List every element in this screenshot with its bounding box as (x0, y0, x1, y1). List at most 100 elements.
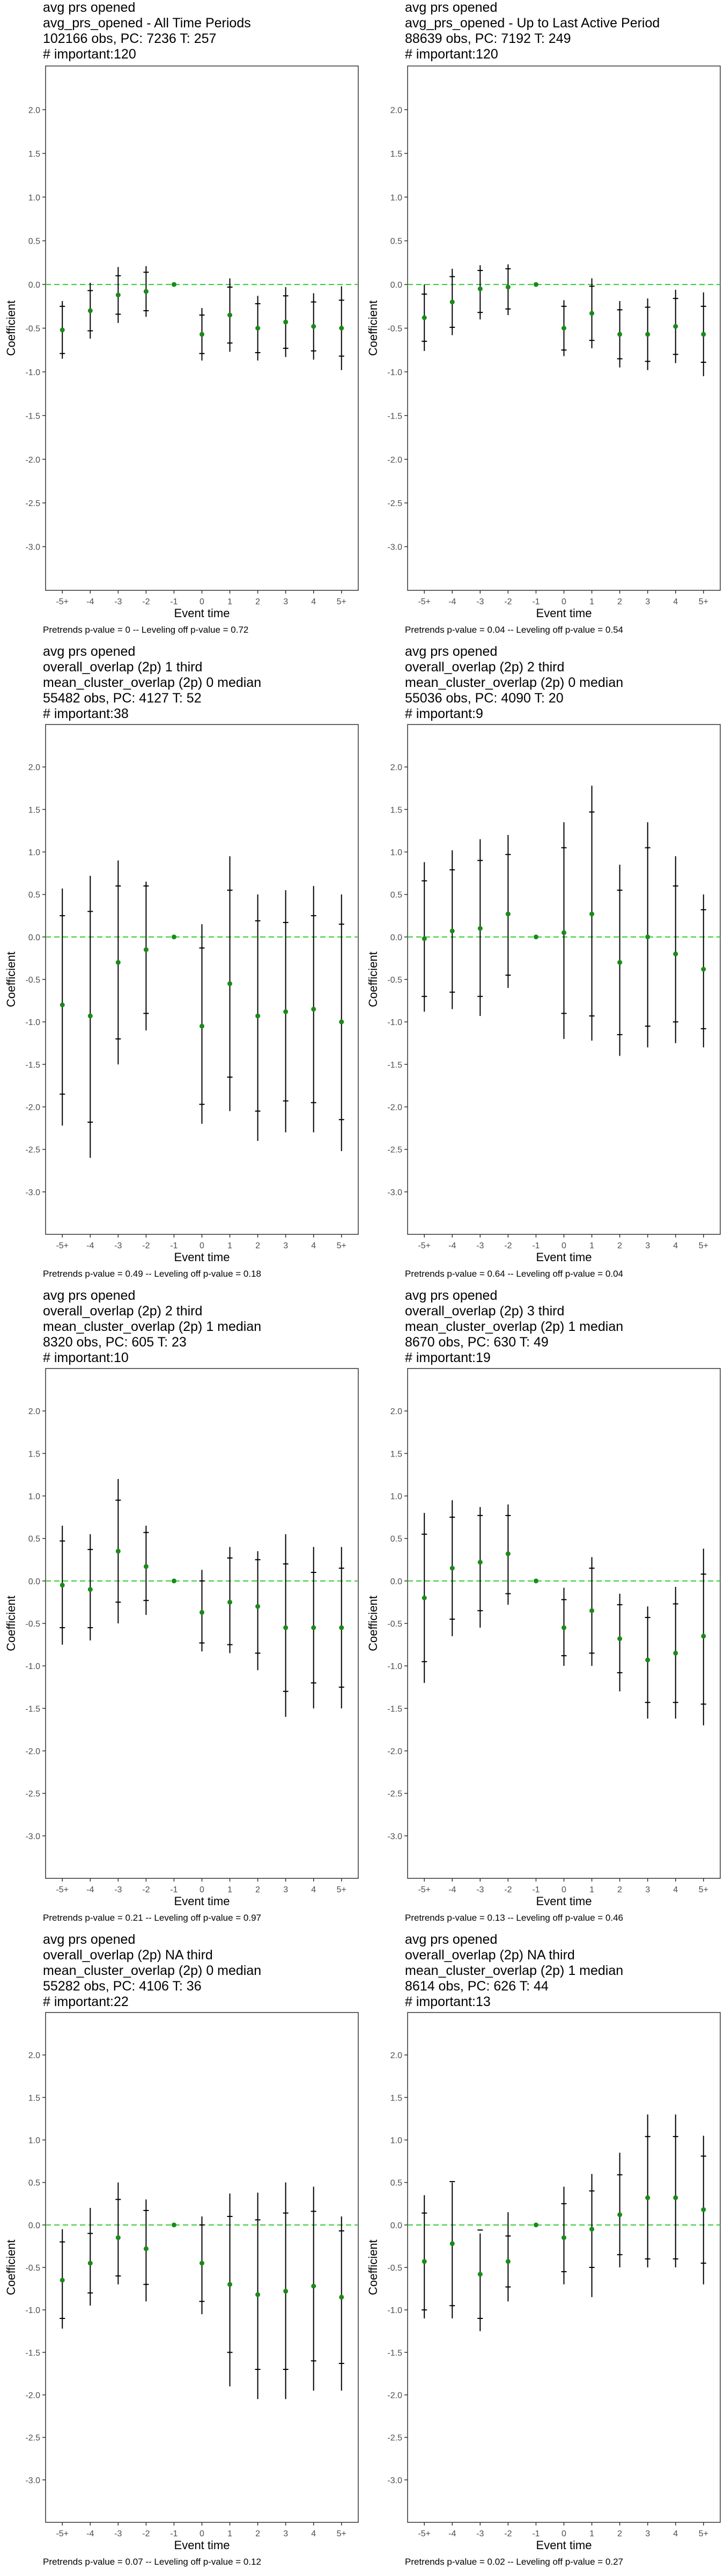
x-tick-label: -5+ (56, 1885, 69, 1894)
y-tick-label: -0.5 (25, 976, 40, 985)
chart-footer: Pretrends p-value = 0.64 -- Leveling off… (405, 1269, 623, 1279)
x-tick-label: -5+ (418, 1241, 431, 1250)
y-tick-label: -3.0 (387, 543, 402, 552)
point-estimate (562, 2235, 566, 2241)
x-tick-label: -4 (86, 597, 94, 606)
y-tick-label: 0.0 (28, 933, 40, 942)
point-estimate (701, 332, 706, 337)
point-estimate (283, 319, 289, 325)
point-estimate (255, 1604, 261, 1609)
point-estimate (505, 911, 511, 917)
chart-title: avg prs opened overall_overlap (2p) 2 th… (43, 1288, 261, 1366)
point-estimate (422, 315, 427, 320)
x-tick-label: 1 (589, 1885, 594, 1894)
point-estimate (617, 2212, 623, 2218)
x-tick-label: -1 (532, 1241, 540, 1250)
y-tick-label: 2.0 (390, 106, 402, 115)
x-tick-label: 1 (589, 597, 594, 606)
point-estimate (115, 2235, 121, 2241)
x-axis-label: Event time (536, 2538, 592, 2552)
y-tick-label: 1.0 (28, 2136, 40, 2146)
point-estimate (477, 926, 483, 931)
x-axis-label: Event time (174, 2538, 230, 2552)
x-tick-label: 0 (562, 1885, 566, 1894)
chart-title-line: 8670 obs, PC: 630 T: 49 (405, 1335, 549, 1350)
chart-title: avg prs opened avg_prs_opened - Up to La… (405, 0, 660, 62)
x-tick-label: -3 (114, 1885, 122, 1894)
x-tick-label: 2 (255, 2529, 260, 2538)
point-estimate (283, 1009, 289, 1014)
x-tick-label: 0 (200, 1241, 204, 1250)
chart-title-line: mean_cluster_overlap (2p) 1 median (43, 1319, 262, 1334)
point-estimate (143, 1564, 149, 1569)
x-tick-label: 0 (200, 2529, 204, 2538)
chart-title-line: overall_overlap (2p) NA third (43, 1948, 213, 1963)
y-tick-label: 2.0 (28, 763, 40, 772)
chart-title-line: 88639 obs, PC: 7192 T: 249 (405, 31, 571, 46)
y-tick-label: -2.0 (25, 456, 40, 465)
point-estimate (505, 284, 511, 290)
chart-panel: avg prs opened overall_overlap (2p) NA t… (362, 1932, 724, 2576)
y-tick-label: 0.5 (390, 237, 402, 246)
point-estimate (701, 1634, 706, 1639)
point-estimate (255, 1013, 261, 1019)
y-tick-label: -1.5 (25, 1704, 40, 1714)
point-estimate (701, 2207, 706, 2212)
point-estimate (115, 960, 121, 965)
point-estimate (645, 332, 651, 337)
x-tick-label: -4 (86, 1885, 94, 1894)
x-tick-label: -3 (114, 1241, 122, 1250)
point-estimate (645, 2195, 651, 2200)
x-tick-label: 1 (227, 1241, 232, 1250)
y-axis-label: Coefficient (4, 1596, 18, 1651)
x-tick-label: 1 (227, 2529, 232, 2538)
x-tick-label: -1 (170, 2529, 178, 2538)
point-estimate (589, 2227, 595, 2232)
event-study-plot: 2.0 1.5 1.0 0.5 0.0 -0.5 -1.0 -1.5 -2.0 -2.5 -3.0 -… (366, 2012, 721, 2552)
point-estimate (533, 934, 538, 940)
y-tick-label: 0.0 (390, 1577, 402, 1586)
y-tick-label: -2.0 (387, 456, 402, 465)
y-tick-label: 1.5 (390, 2094, 402, 2103)
y-tick-label: -2.5 (25, 499, 40, 508)
chart-footer: Pretrends p-value = 0.07 -- Leveling off… (43, 2557, 261, 2567)
chart-title-line: avg prs opened (405, 1932, 498, 1947)
chart-footer: Pretrends p-value = 0.04 -- Leveling off… (405, 625, 623, 635)
y-tick-label: 1.5 (28, 1450, 40, 1459)
chart-title: avg prs opened overall_overlap (2p) 2 th… (405, 644, 623, 722)
x-axis-label: Event time (174, 606, 230, 620)
chart-footer: Pretrends p-value = 0.21 -- Leveling off… (43, 1913, 261, 1923)
y-tick-label: 0.0 (28, 2221, 40, 2230)
point-estimate (87, 1587, 93, 1592)
x-tick-label: -4 (448, 1241, 456, 1250)
chart-title-line: 102166 obs, PC: 7236 T: 257 (43, 31, 217, 46)
point-estimate (449, 1565, 455, 1571)
x-tick-label: -2 (504, 597, 512, 606)
point-estimate (143, 2246, 149, 2251)
point-estimate (311, 2284, 316, 2289)
point-estimate (562, 930, 566, 935)
point-estimate (617, 332, 623, 337)
y-tick-label: -1.5 (25, 2348, 40, 2358)
chart-title-line: mean_cluster_overlap (2p) 0 median (43, 1963, 262, 1978)
event-study-plot: 2.0 1.5 1.0 0.5 0.0 -0.5 -1.0 -1.5 -2.0 -2.5 -3.0 -… (4, 1368, 359, 1908)
point-estimate (60, 2278, 65, 2283)
y-tick-label: -0.5 (25, 2264, 40, 2273)
y-tick-label: 1.0 (390, 193, 402, 202)
y-tick-label: 2.0 (390, 1407, 402, 1416)
event-study-plot: 2.0 1.5 1.0 0.5 0.0 -0.5 -1.0 -1.5 -2.0 -2.5 -3.0 -… (4, 724, 359, 1264)
x-axis-label: Event time (174, 1894, 230, 1908)
x-tick-label: -2 (142, 597, 150, 606)
chart-panel: avg prs opened overall_overlap (2p) NA t… (0, 1932, 362, 2576)
x-tick-label: 3 (283, 2529, 288, 2538)
point-estimate (449, 299, 455, 305)
chart-footer: Pretrends p-value = 0 -- Leveling off p-… (43, 625, 249, 635)
point-estimate (645, 1657, 651, 1663)
point-estimate (115, 1548, 121, 1554)
x-tick-label: -1 (532, 1885, 540, 1894)
x-tick-label: -1 (170, 597, 178, 606)
x-tick-label: 5+ (337, 2529, 346, 2538)
x-tick-label: -2 (504, 2529, 512, 2538)
chart-panel: avg prs opened overall_overlap (2p) 3 th… (362, 1288, 724, 1932)
y-axis-label: Coefficient (4, 301, 18, 356)
